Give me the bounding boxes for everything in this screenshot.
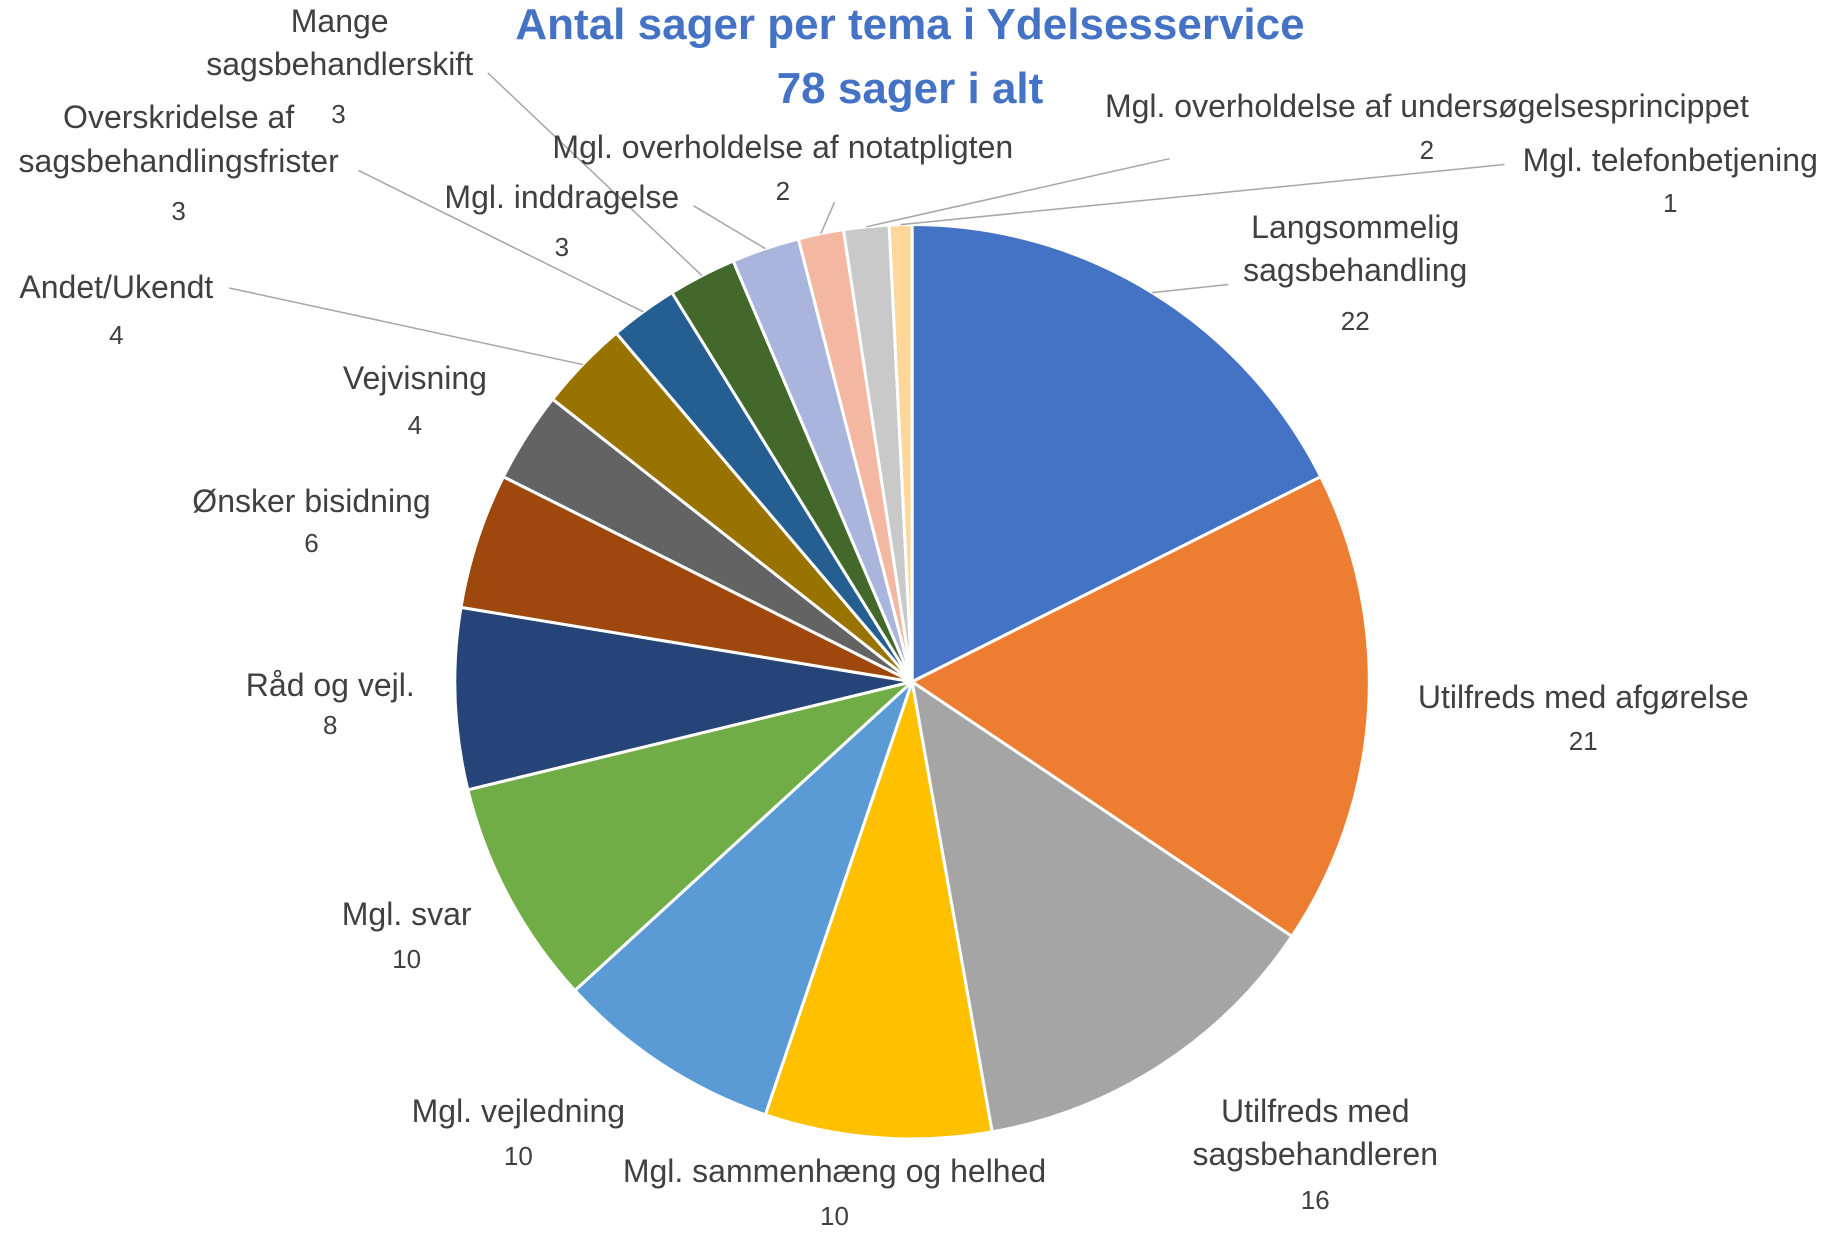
slice-label: Ønsker bisidning [192, 482, 431, 519]
value-label: 1 [1662, 188, 1678, 219]
value-label: 3 [554, 231, 570, 262]
slice-label: Mgl. sammenhæng og helhed [622, 1152, 1047, 1189]
pie-slice [910, 678, 1294, 1134]
slice-label: Overskridelse af sagsbehandlingsfrister [18, 99, 339, 179]
leader-line [820, 201, 836, 235]
pie-slice [909, 474, 1371, 939]
pie-slice [572, 680, 914, 1117]
slice-label: Langsommelig sagsbehandling [1243, 208, 1468, 288]
leader-line [866, 157, 1170, 228]
value-label: 6 [304, 527, 319, 558]
leader-line [1152, 283, 1229, 294]
value-label: 21 [1568, 726, 1598, 757]
pie-slice [910, 222, 1323, 685]
slice-label: Mgl. inddragelse [444, 179, 680, 216]
value-label: 10 [392, 943, 422, 974]
value-label: 3 [171, 196, 186, 227]
value-label: 2 [1419, 135, 1435, 166]
pie-slice [763, 681, 994, 1141]
value-label: 10 [820, 1201, 849, 1232]
value-label: 4 [407, 410, 423, 441]
chart-subtitle: 78 sager i alt [776, 64, 1044, 113]
slice-label: Utilfreds med afgørelse [1417, 678, 1749, 715]
slice-label: Mgl. overholdelse af undersøgelsesprinci… [1104, 87, 1749, 124]
value-label: 22 [1340, 305, 1370, 336]
leader-line [693, 205, 766, 250]
value-label: 8 [323, 709, 338, 740]
leader-line [487, 72, 703, 277]
slice-label: Mgl. vejledning [411, 1092, 626, 1129]
value-label: 16 [1300, 1184, 1330, 1215]
slice-label: Utilfreds med sagsbehandleren [1192, 1092, 1439, 1172]
value-label: 4 [109, 319, 124, 350]
slice-label: Mgl. overholdelse af notatpligten [552, 128, 1014, 165]
leader-line [229, 287, 583, 366]
slice-label: Mgl. svar [341, 896, 472, 933]
slice-label: Mange sagsbehandlerskift [206, 3, 474, 83]
slice-label: Råd og vejl. [245, 667, 415, 704]
pie-slice [887, 222, 914, 682]
chart-title: Antal sager per tema i Ydelsesservice [515, 0, 1305, 49]
slice-label: Vejvisning [342, 360, 487, 397]
pie-slice [466, 680, 914, 993]
pie-slice [453, 605, 913, 792]
slice-label: Andet/Ukendt [19, 268, 214, 305]
value-label: 2 [775, 176, 791, 207]
value-label: 3 [331, 98, 346, 129]
value-label: 10 [503, 1141, 533, 1172]
slice-label: Mgl. telefonbetjening [1522, 141, 1818, 178]
leader-line [900, 163, 1505, 226]
leader-line [358, 169, 644, 313]
